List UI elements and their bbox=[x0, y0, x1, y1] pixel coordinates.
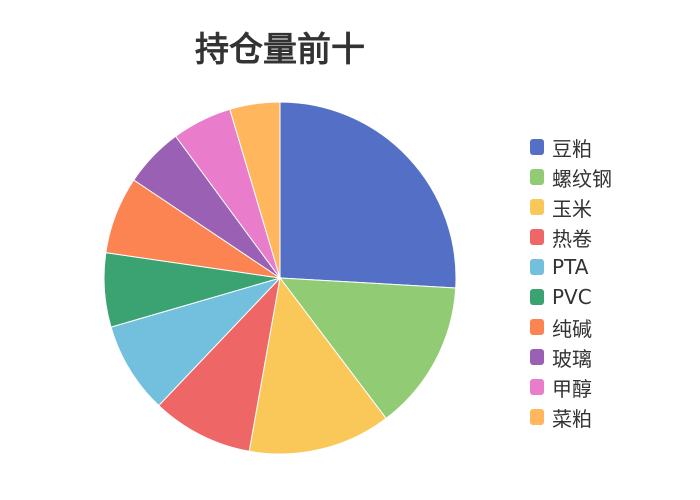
legend-label: 热卷 bbox=[552, 226, 592, 251]
legend-label: 玉米 bbox=[552, 196, 592, 221]
legend-swatch bbox=[530, 409, 544, 425]
legend-swatch bbox=[530, 229, 544, 245]
legend-label: PVC bbox=[552, 285, 592, 309]
legend-swatch bbox=[530, 349, 544, 365]
legend-label: PTA bbox=[552, 255, 589, 279]
legend-item[interactable]: 纯碱 bbox=[530, 312, 612, 342]
legend-label: 甲醇 bbox=[552, 376, 592, 401]
legend-swatch bbox=[530, 139, 544, 155]
legend-item[interactable]: 甲醇 bbox=[530, 372, 612, 402]
pie-slice-1[interactable] bbox=[278, 277, 457, 420]
legend-swatch bbox=[530, 199, 544, 215]
legend-label: 玻璃 bbox=[552, 346, 592, 371]
legend-item[interactable]: 玉米 bbox=[530, 192, 612, 222]
legend-swatch bbox=[530, 169, 544, 185]
legend-item[interactable]: 螺纹钢 bbox=[530, 162, 612, 192]
legend-swatch bbox=[530, 259, 544, 275]
pie-slice-2[interactable] bbox=[248, 276, 387, 455]
legend-item[interactable]: 玻璃 bbox=[530, 342, 612, 372]
pie-slice-0[interactable] bbox=[279, 101, 457, 289]
legend-label: 螺纹钢 bbox=[552, 166, 612, 191]
pie-slice-9[interactable] bbox=[229, 101, 281, 279]
chart-title: 持仓量前十 bbox=[195, 30, 365, 70]
legend-item[interactable]: PVC bbox=[530, 282, 612, 312]
legend-item[interactable]: 豆粕 bbox=[530, 132, 612, 162]
legend-item[interactable]: 菜粕 bbox=[530, 402, 612, 432]
legend-swatch bbox=[530, 319, 544, 335]
pie-slice-3[interactable] bbox=[158, 276, 281, 452]
legend: 豆粕螺纹钢玉米热卷 PTA PVC 纯碱玻璃甲醇菜粕 bbox=[530, 132, 612, 432]
legend-item[interactable]: 热卷 bbox=[530, 222, 612, 252]
legend-swatch bbox=[530, 289, 544, 305]
pie-slice-4[interactable] bbox=[110, 277, 282, 407]
legend-swatch bbox=[530, 379, 544, 395]
legend-label: 豆粕 bbox=[552, 136, 592, 161]
legend-label: 菜粕 bbox=[552, 406, 592, 431]
legend-item[interactable]: PTA bbox=[530, 252, 612, 282]
legend-label: 纯碱 bbox=[552, 316, 592, 341]
